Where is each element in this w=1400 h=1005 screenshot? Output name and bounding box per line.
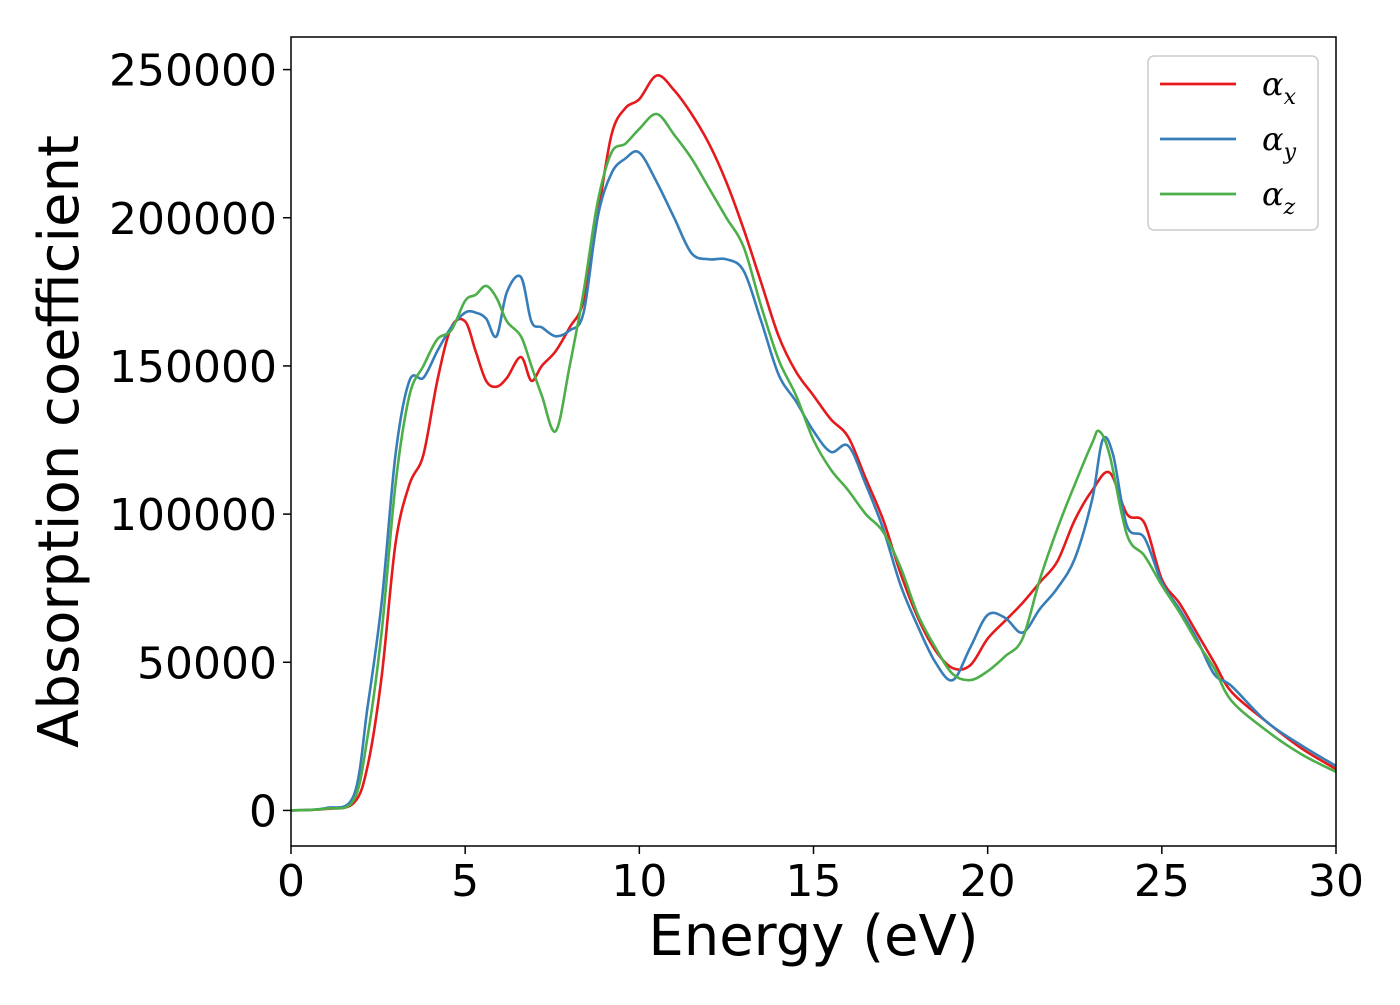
series-line-x bbox=[290, 74, 1337, 812]
legend-box bbox=[1147, 55, 1319, 231]
y-tick-label: 200000 bbox=[109, 194, 277, 245]
y-axis: 0 50000 100000 150000 200000 250000 bbox=[109, 46, 291, 837]
y-tick-label: 150000 bbox=[109, 342, 277, 393]
y-tick-label: 100000 bbox=[109, 490, 277, 541]
x-tick-label: 20 bbox=[960, 856, 1016, 907]
legend-subscript: x bbox=[1284, 85, 1297, 110]
legend-subscript: y bbox=[1283, 140, 1297, 165]
x-tick-label: 5 bbox=[451, 856, 479, 907]
x-axis: 0 5 10 15 20 25 30 bbox=[277, 846, 1364, 907]
x-tick-label: 30 bbox=[1308, 856, 1364, 907]
x-tick-label: 0 bbox=[277, 856, 305, 907]
series-line-y bbox=[290, 150, 1337, 812]
y-axis-title: Absorption coefficient bbox=[27, 135, 92, 748]
y-tick-label: 0 bbox=[249, 786, 277, 837]
y-tick-label: 50000 bbox=[137, 638, 277, 689]
series-layer bbox=[290, 74, 1337, 812]
x-tick-label: 10 bbox=[611, 856, 667, 907]
legend-subscript: z bbox=[1283, 195, 1296, 220]
x-tick-label: 15 bbox=[786, 856, 842, 907]
y-tick-label: 250000 bbox=[109, 46, 277, 97]
series-line-z bbox=[290, 112, 1337, 812]
x-axis-title: Energy (eV) bbox=[648, 904, 978, 969]
x-tick-label: 25 bbox=[1134, 856, 1190, 907]
